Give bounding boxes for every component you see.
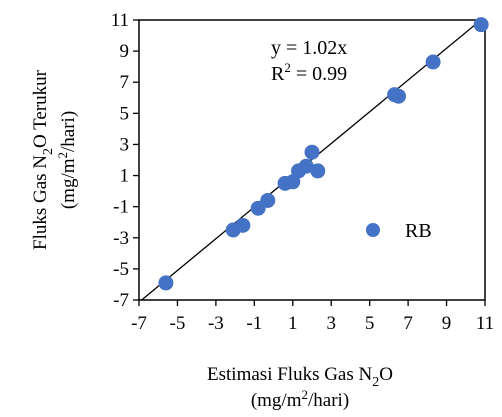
legend-marker [366,223,380,237]
data-point [473,17,489,33]
data-point [391,88,406,104]
legend-label: RB [405,220,432,242]
y-tick-label: 11 [111,10,129,31]
data-point [235,217,251,233]
x-tick-label: 9 [442,313,452,334]
plot-frame [138,19,486,301]
legend: RB [366,220,432,242]
y-tick-label: 5 [120,103,130,124]
y-axis-ticks: -7 -5 -3 -1 1 3 5 7 9 11 [111,10,139,311]
equation-label: y = 1.02x [271,37,347,59]
x-tick-label: 1 [288,313,298,334]
x-tick-label: -1 [246,313,262,334]
x-tick-label: 11 [476,313,494,334]
x-axis-ticks: -7 -5 -3 -1 1 3 5 7 9 11 [131,300,494,334]
y-tick-label: 9 [120,41,130,62]
y-tick-label: 3 [120,134,130,155]
x-axis-title-units: (mg/m2/hari) [251,387,349,411]
y-tick-label: -5 [113,259,129,280]
data-points [158,17,489,291]
data-point [260,192,276,208]
y-tick-label: 7 [120,72,130,93]
data-point [304,144,320,160]
data-point [298,158,314,174]
x-tick-label: -5 [170,313,186,334]
r-squared-label: R2 = 0.99 [271,60,347,85]
x-tick-label: 3 [326,313,336,334]
x-tick-label: 5 [365,313,375,334]
y-axis-title: Fluks Gas N2O Terukur [30,69,56,250]
plot-area [138,17,489,301]
x-tick-label: 7 [403,313,413,334]
y-tick-label: 1 [120,166,130,187]
data-point [425,54,441,70]
x-tick-label: -3 [208,313,224,334]
x-tick-label: -7 [131,313,147,334]
trendline [141,19,482,301]
data-point [310,163,326,179]
y-tick-label: -3 [113,228,129,249]
y-tick-label: -1 [113,197,129,218]
x-axis-title: Estimasi Fluks Gas N2O [207,364,393,390]
y-axis-title-units: (mg/m2/hari) [55,111,79,209]
data-point [158,275,174,291]
y-tick-label: -7 [113,290,129,311]
